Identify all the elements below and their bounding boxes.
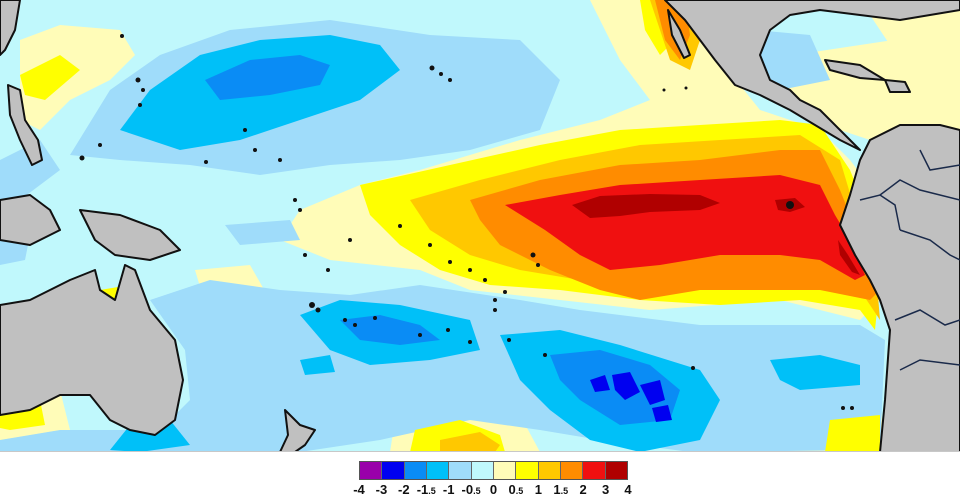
- colorbar-swatch: [605, 462, 627, 479]
- colorbar-tick-label: 3: [601, 482, 610, 497]
- colorbar-swatch: [404, 462, 427, 479]
- land-hispaniola: [884, 79, 911, 93]
- colorbar-tick-label: -3: [375, 482, 388, 497]
- anomaly-neg2-to-neg1.5: [205, 55, 680, 425]
- colorbar-swatch: [382, 462, 405, 479]
- colorbar-swatch: [516, 462, 539, 479]
- country-borders: [859, 149, 960, 371]
- colorbar-swatch: [471, 462, 494, 479]
- anomaly-neg3-to-neg2: [590, 372, 672, 422]
- land-new-guinea: [79, 209, 181, 261]
- colorbar-tick-label: -2: [398, 482, 410, 497]
- colorbar-tick-label: 4: [624, 482, 632, 497]
- land-baja-california: [667, 9, 691, 59]
- land-new-zealand: [279, 409, 316, 452]
- colorbar-tick-label: 1: [534, 482, 542, 497]
- colorbar-tick-label: 0.5: [508, 482, 524, 497]
- colorbar-tick-label: -1.5: [416, 482, 436, 497]
- land-asia: [0, 0, 21, 56]
- colorbar-tick-label: -4: [353, 482, 365, 497]
- land-north-central-america: [664, 0, 960, 151]
- pacific-islands: [79, 34, 854, 410]
- colorbar-swatch: [426, 462, 450, 479]
- colorbar-labels: -4 -3 -2 -1.5 -1 -0.5 0 0.5 1 1.5 2 3 4: [340, 482, 640, 500]
- colorbar-tick-label: 0: [489, 482, 498, 497]
- land-australia: [0, 264, 184, 436]
- colorbar-swatch: [493, 462, 517, 479]
- colorbar-swatch: [360, 462, 383, 479]
- colorbar-tick-label: 2: [579, 482, 587, 497]
- land-cuba: [824, 59, 886, 81]
- landmasses: [0, 0, 960, 452]
- colorbar-swatch: [538, 462, 561, 479]
- colorbar-swatch: [560, 462, 584, 479]
- colorbar-swatch: [449, 462, 472, 479]
- sst-anomaly-map: [0, 0, 960, 452]
- colorbar-legend: [359, 461, 628, 480]
- land-indonesia: [0, 194, 61, 246]
- colorbar-swatch: [583, 462, 606, 479]
- land-south-america: [839, 124, 960, 452]
- map-bottom-divider: [0, 451, 960, 452]
- colorbar-tick-label: 1.5: [553, 482, 569, 497]
- colorbar-tick-label: -0.5: [461, 482, 481, 497]
- colorbar-tick-label: -1: [442, 482, 455, 497]
- land-philippines: [7, 84, 43, 166]
